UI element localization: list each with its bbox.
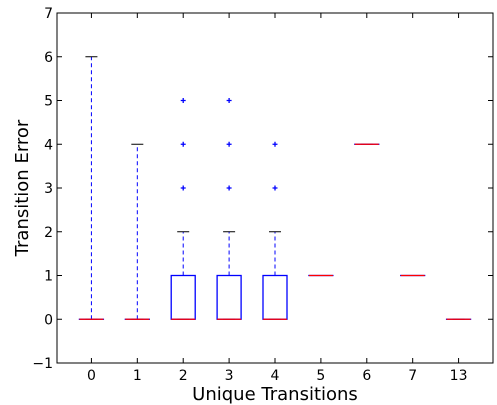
y-tick-label: 4 xyxy=(44,137,53,153)
box-2 xyxy=(170,98,196,320)
y-tick-label: 5 xyxy=(44,94,53,110)
y-tick-label: 0 xyxy=(44,312,53,328)
y-tick-label: 7 xyxy=(44,6,53,22)
box-1 xyxy=(124,143,150,320)
iqr-box xyxy=(170,274,196,320)
outlier-point xyxy=(226,141,232,147)
box-4 xyxy=(262,141,288,320)
y-tick-label: 3 xyxy=(44,181,53,197)
x-tick-label: 5 xyxy=(316,368,325,384)
y-tick-label: −1 xyxy=(32,356,53,372)
x-tick-label: 3 xyxy=(225,368,234,384)
axes: −1 0 1 2 3 4 5 6 7 0 1 2 3 4 5 6 7 13 xyxy=(32,6,493,384)
outlier-point xyxy=(272,141,278,147)
y-tick-label: 6 xyxy=(44,50,53,66)
iqr-box xyxy=(262,274,288,320)
outlier-point xyxy=(180,185,186,191)
box-3 xyxy=(216,98,242,320)
x-tick-label: 1 xyxy=(133,368,142,384)
plot-marks xyxy=(78,56,472,320)
box-0 xyxy=(78,56,105,320)
x-tick-label: 7 xyxy=(408,368,417,384)
x-tick-label: 13 xyxy=(450,368,468,384)
y-tick-label: 1 xyxy=(44,269,53,285)
x-tick-label: 6 xyxy=(362,368,371,384)
outlier-point xyxy=(272,185,278,191)
outlier-point xyxy=(226,98,232,103)
y-axis-label: Transition Error xyxy=(12,119,33,257)
x-tick-label: 2 xyxy=(179,368,188,384)
outlier-point xyxy=(180,98,186,103)
outlier-point xyxy=(180,141,186,147)
iqr-box xyxy=(216,274,242,320)
y-tick-label: 2 xyxy=(44,225,53,241)
x-tick-label: 4 xyxy=(271,368,280,384)
x-tick-label: 0 xyxy=(87,368,96,384)
x-axis-label: Unique Transitions xyxy=(192,384,358,405)
outlier-point xyxy=(226,185,232,191)
